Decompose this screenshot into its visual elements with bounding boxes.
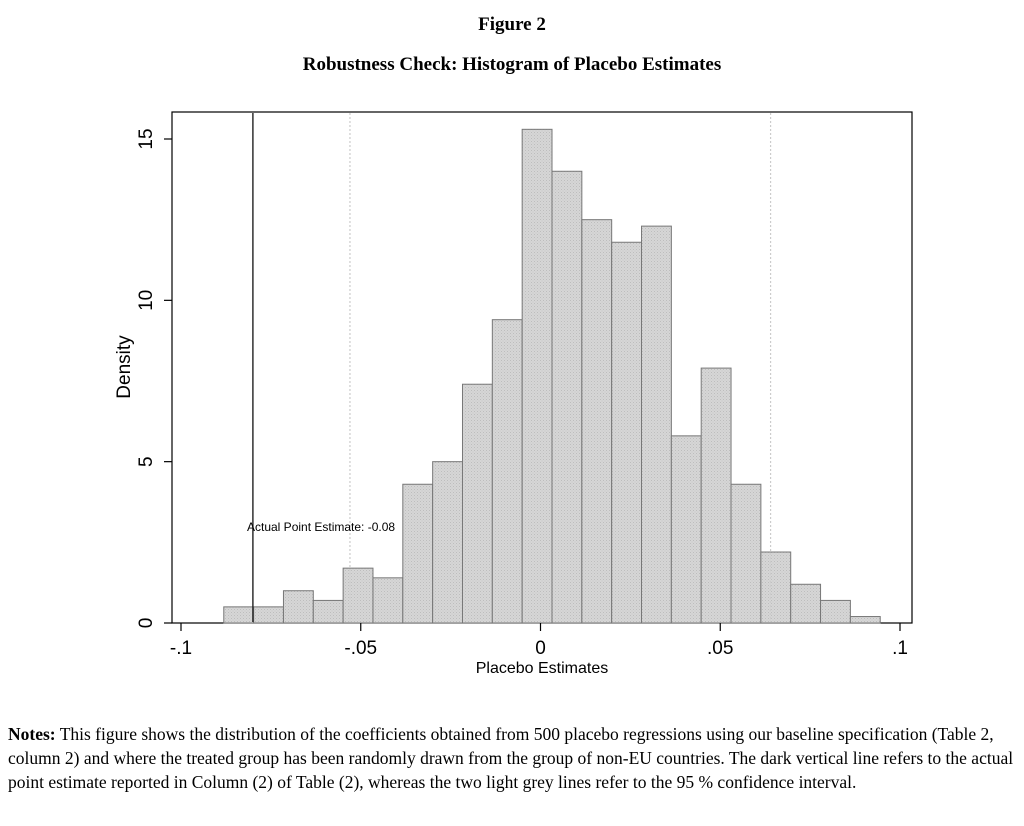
axes-layer: -.1 -.05 0 .05 .1 0 5 10 15 [136, 128, 908, 659]
x-tick-label: .05 [707, 638, 733, 659]
notes-label: Notes: [8, 724, 56, 744]
histogram-bar [282, 590, 314, 624]
histogram-bar [760, 551, 792, 624]
histogram-bar [312, 599, 344, 624]
histogram-bar [342, 567, 374, 624]
y-tick-label: 5 [136, 456, 157, 467]
histogram-bar [521, 128, 553, 624]
histogram-bar [670, 435, 702, 624]
x-axis-label: Placebo Estimates [476, 660, 609, 677]
x-tick-label: -.05 [344, 638, 377, 659]
histogram-bar [581, 219, 613, 624]
histogram-bar [432, 461, 463, 624]
histogram-bar [253, 606, 284, 624]
histogram-bar [641, 225, 672, 624]
histogram-bar [461, 383, 493, 624]
histogram-bar [730, 483, 762, 624]
annotation-actual-point-estimate: Actual Point Estimate: -0.08 [247, 520, 395, 534]
bars-layer [223, 128, 881, 624]
histogram-bar [611, 241, 643, 624]
histogram-bar [402, 483, 434, 624]
histogram-bar [372, 577, 404, 624]
histogram-bar [223, 606, 255, 624]
reference-lines-layer [252, 113, 772, 622]
y-tick-label: 10 [136, 290, 157, 311]
histogram-bar [790, 583, 822, 624]
x-tick-label: .1 [892, 638, 908, 659]
y-tick-label: 0 [136, 618, 157, 629]
x-tick-label: -.1 [170, 638, 192, 659]
histogram-bar [551, 170, 583, 624]
histogram-chart: -.1 -.05 0 .05 .1 0 5 10 15 Placebo Estimates De… [114, 111, 913, 677]
x-tick-label: 0 [535, 638, 546, 659]
y-tick-label: 15 [136, 128, 157, 149]
figure-label: Figure 2 [478, 14, 546, 35]
histogram-bar [849, 616, 881, 624]
figure-notes: Notes: This figure shows the distributio… [8, 722, 1016, 794]
notes-text: This figure shows the distribution of th… [8, 724, 1014, 792]
histogram-bar [820, 599, 851, 624]
y-axis-label: Density [114, 335, 135, 399]
histogram-bar [491, 319, 523, 624]
figure-title: Robustness Check: Histogram of Placebo E… [302, 54, 722, 75]
histogram-bar [700, 367, 732, 624]
